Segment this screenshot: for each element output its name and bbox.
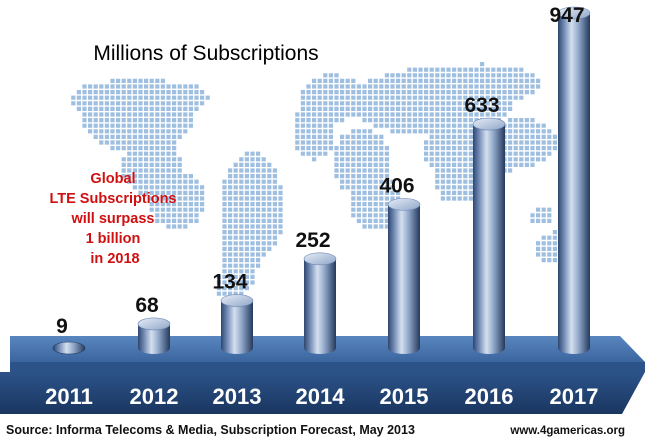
annotation-line-3: will surpass xyxy=(70,211,154,227)
bar-top xyxy=(472,117,506,131)
bar-body xyxy=(473,124,505,354)
annotation-line-4: 1 billion xyxy=(86,231,141,247)
annotation-text: Global LTE Subscriptions will surpass 1 … xyxy=(49,171,180,267)
category-label-2011: 2011 xyxy=(45,384,93,409)
website-text: www.4gamericas.org xyxy=(509,425,625,437)
annotation-line-2: LTE Subscriptions xyxy=(49,191,176,207)
value-label-2017: 947 xyxy=(549,4,584,27)
bar-body xyxy=(558,13,590,354)
value-label-2013: 134 xyxy=(212,271,247,294)
platform-front xyxy=(10,362,645,372)
value-label-2015: 406 xyxy=(379,174,414,197)
annotation-line-5: in 2018 xyxy=(90,251,139,267)
bar-body xyxy=(138,323,170,354)
bar-2012 xyxy=(137,317,171,354)
category-label-2015: 2015 xyxy=(380,384,429,409)
platform-base xyxy=(0,372,645,414)
value-label-2014: 252 xyxy=(295,229,330,252)
bar-2017 xyxy=(557,6,591,354)
bar-body xyxy=(388,204,420,354)
bar-top xyxy=(220,294,254,307)
bar-top xyxy=(137,317,171,331)
bar-top xyxy=(557,6,591,20)
bar-body xyxy=(52,341,86,355)
bar-2015 xyxy=(387,198,421,354)
bar-top xyxy=(303,252,337,266)
category-label-2017: 2017 xyxy=(550,384,599,409)
bar-body xyxy=(221,300,253,354)
value-label-2011: 9 xyxy=(56,315,68,338)
bar-2013 xyxy=(220,294,254,354)
category-label-2014: 2014 xyxy=(296,384,346,409)
source-text: Source: Informa Telecoms & Media, Subscr… xyxy=(6,423,415,437)
bar-2016 xyxy=(472,117,506,354)
chart-title: Millions of Subscriptions xyxy=(93,42,318,65)
value-labels: 9 68 134 252 406 633 947 xyxy=(56,4,584,338)
value-label-2016: 633 xyxy=(464,94,499,117)
annotation-line-1: Global xyxy=(90,171,135,187)
bar-top xyxy=(387,198,421,211)
world-map-background xyxy=(71,62,585,302)
bars xyxy=(52,6,591,355)
category-label-2012: 2012 xyxy=(130,384,179,409)
bar-2011 xyxy=(52,341,86,355)
category-labels: 2011 2012 2013 2014 2015 2016 2017 xyxy=(45,384,598,409)
bar-body xyxy=(304,258,336,354)
category-label-2016: 2016 xyxy=(465,384,514,409)
bar-2014 xyxy=(303,252,337,354)
value-label-2012: 68 xyxy=(135,294,159,317)
world-map-dots xyxy=(71,62,585,302)
category-label-2013: 2013 xyxy=(213,384,262,409)
